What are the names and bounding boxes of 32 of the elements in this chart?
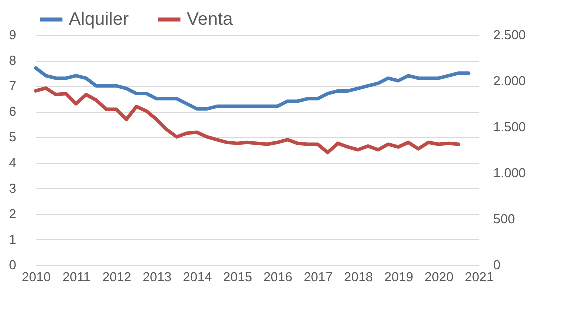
y-tick-label: 8 [9,53,16,68]
y-tick-label: 5 [9,130,16,145]
y2-tick-label: 1.500 [494,120,526,134]
y-tick-label: 6 [9,104,16,120]
line-series [34,66,471,111]
legend-label: Alquiler [69,8,130,29]
legend-label: Venta [187,8,234,29]
x-tick-label: 2016 [264,270,293,284]
y-tick-label: 4 [9,155,16,170]
y2-tick-label: 500 [494,212,516,226]
x-tick-label: 2020 [424,270,454,284]
x-tick-label: 2015 [223,270,252,284]
x-tick-label: 2014 [183,270,212,284]
x-tick-label: 2018 [344,270,374,284]
y-tick-label: 9 [9,28,16,42]
y-tick-label: 2 [9,206,16,222]
y2-tick-label: 1.000 [494,166,526,180]
y-tick-label: 1 [9,232,16,247]
x-tick-label: 2011 [62,270,91,284]
y-tick-label: 3 [9,180,16,196]
x-tick-label: 2013 [142,270,172,284]
x-tick-label: 2012 [102,270,132,284]
y2-tick-label: 2.500 [494,28,526,42]
x-tick-label: 2017 [304,270,333,284]
x-tick-label: 2010 [22,270,51,284]
y2-tick-label: 0 [494,258,501,272]
x-tick-label: 2021 [465,270,494,284]
y-tick-label: 7 [9,78,16,94]
x-tick-label: 2019 [384,270,414,284]
line-series [34,86,461,155]
y2-tick-label: 2.000 [494,74,526,88]
y-tick-label: 0 [9,258,16,272]
